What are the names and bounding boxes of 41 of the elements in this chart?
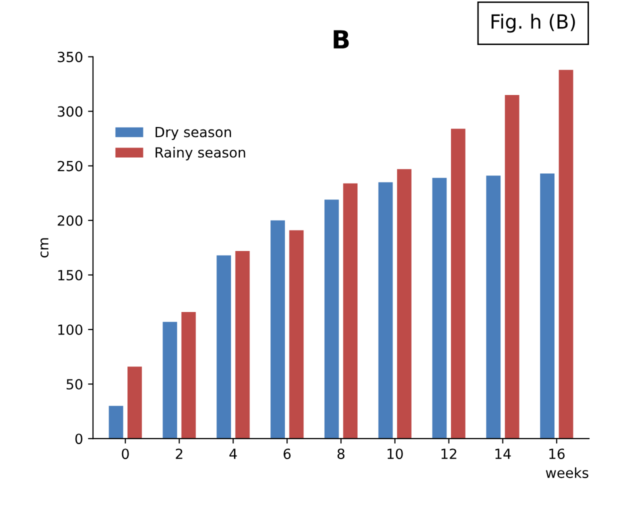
x-tick-label: 4 xyxy=(229,448,237,459)
chart-title: B xyxy=(334,30,349,48)
bar xyxy=(216,255,232,439)
x-tick-label: 10 xyxy=(388,448,403,460)
x-tick-label: 2 xyxy=(176,448,182,459)
y-axis-title: cm xyxy=(40,238,49,258)
bar xyxy=(540,173,554,439)
y-tick-label: 200 xyxy=(58,215,82,226)
x-tick-label: 12 xyxy=(442,448,456,459)
bar xyxy=(128,366,142,439)
bar xyxy=(181,312,196,439)
x-tick-label: 0 xyxy=(122,448,129,460)
x-tick-label: 8 xyxy=(338,448,344,460)
y-tick-label: 0 xyxy=(75,434,82,444)
legend-label: Dry season xyxy=(156,126,231,140)
legend-label: Rainy season xyxy=(156,146,246,160)
y-tick-label: 350 xyxy=(58,52,82,62)
y-tick-label: 300 xyxy=(58,106,82,117)
bar xyxy=(108,406,124,439)
bar xyxy=(397,169,412,439)
bar xyxy=(504,94,520,439)
x-tick-label: 6 xyxy=(284,448,291,460)
y-tick-label: 50 xyxy=(66,379,82,390)
x-tick-label: 16 xyxy=(549,448,565,460)
bar xyxy=(432,178,447,439)
x-tick-label: 14 xyxy=(495,448,511,459)
text: Fig. h (B) xyxy=(492,14,575,33)
bar xyxy=(450,128,466,439)
bar xyxy=(270,220,285,439)
y-tick-label: 250 xyxy=(58,160,82,172)
x-axis-title: weeks xyxy=(546,467,588,478)
bar xyxy=(378,182,393,439)
bar xyxy=(486,176,501,439)
bar xyxy=(343,183,358,439)
bar xyxy=(162,322,178,439)
y-tick-label: 150 xyxy=(58,270,82,280)
y-tick-label: 100 xyxy=(58,324,82,335)
bar xyxy=(289,230,304,439)
bar xyxy=(235,250,250,439)
bar xyxy=(324,200,339,439)
bar xyxy=(558,70,574,439)
